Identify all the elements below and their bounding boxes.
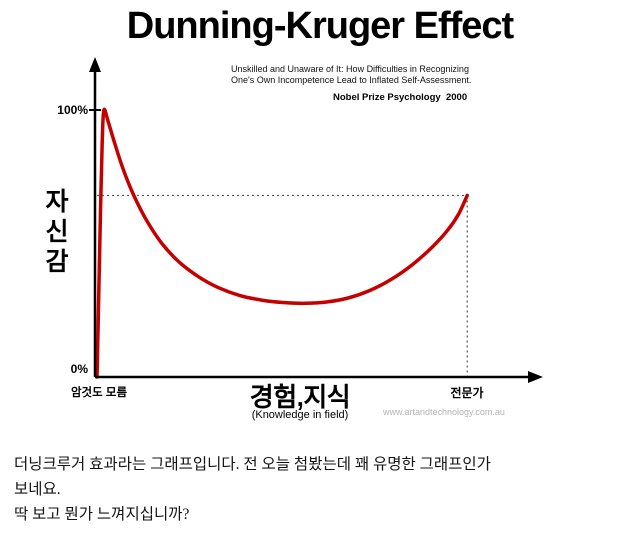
y-tick-label-0: 0% <box>70 362 88 376</box>
confidence-curve <box>95 107 469 379</box>
dunning-kruger-figure: Dunning-Kruger Effect Unskilled and Unaw… <box>40 5 543 421</box>
chart-subtitle-line1: Unskilled and Unaware of It: How Difficu… <box>231 64 469 74</box>
y-axis-label-confidence: 자 신 감 <box>40 187 74 277</box>
caption-line: 더닝크루거 효과라는 그래프입니다. 전 오늘 첨봤는데 꽤 유명한 그래프인가 <box>14 456 491 473</box>
x-axis-arrowhead <box>528 371 543 383</box>
y-axis-label-char: 자 <box>45 188 69 216</box>
caption-line: 보네요. <box>14 481 61 498</box>
chart-title: Dunning-Kruger Effect <box>126 5 514 47</box>
chart-subtitle: Unskilled and Unaware of It: How Difficu… <box>231 64 511 86</box>
chart-canvas <box>89 57 543 383</box>
y-axis-label-char: 신 <box>45 218 69 246</box>
caption-line: 딱 보고 뭔가 느껴지십니까? <box>14 506 190 523</box>
y-axis-arrowhead <box>89 57 101 72</box>
chart-subtitle-line2: One's Own Incompetence Lead to Inflated … <box>231 75 472 85</box>
post-caption: 더닝크루거 효과라는 그래프입니다. 전 오늘 첨봤는데 꽤 유명한 그래프인가… <box>14 452 630 527</box>
x-label-novice: 암것도 모름 <box>70 387 128 399</box>
watermark-url: www.artandtechnology.com.au <box>383 407 505 417</box>
nobel-credit: Nobel Prize Psychology 2000 <box>333 92 468 103</box>
x-axis-sublabel: (Knowledge in field) <box>251 409 349 421</box>
x-axis-label-experience: 경험,지식 <box>249 382 351 412</box>
y-axis-label-char: 감 <box>45 248 69 276</box>
x-label-expert: 전문가 <box>450 386 484 400</box>
y-tick-label-100: 100% <box>57 103 88 117</box>
